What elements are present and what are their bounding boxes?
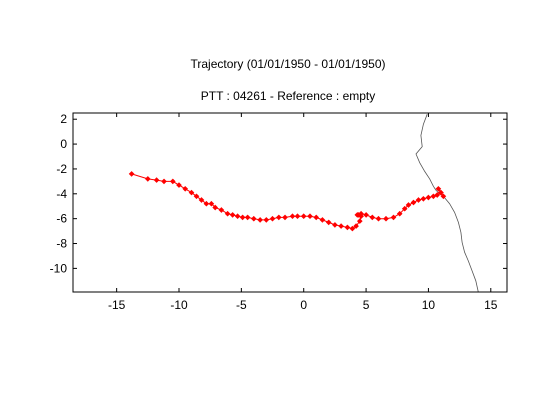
y-axis: 2 0 -2 -4 -6 -8 -10 bbox=[50, 112, 507, 275]
trajectory-point bbox=[161, 178, 167, 185]
trajectory-point bbox=[203, 200, 210, 207]
trajectory-point bbox=[218, 207, 225, 213]
trajectory-point bbox=[307, 213, 313, 220]
plot-area bbox=[73, 113, 507, 292]
trajectory-point bbox=[282, 214, 288, 221]
trajectory-point bbox=[275, 214, 282, 221]
y-tick-label: 0 bbox=[60, 137, 67, 151]
trajectory-point bbox=[353, 223, 359, 229]
x-tick-label: 5 bbox=[363, 298, 370, 312]
trajectory-point bbox=[263, 217, 270, 223]
x-tick-label: -10 bbox=[170, 298, 188, 312]
trajectory-point bbox=[212, 204, 219, 211]
x-tick-label: 10 bbox=[422, 298, 436, 312]
trajectory-point bbox=[294, 213, 301, 220]
y-tick-label: -8 bbox=[56, 237, 67, 251]
trajectory-point bbox=[415, 197, 422, 203]
chart-title: Trajectory (01/01/1950 - 01/01/1950) bbox=[190, 57, 385, 71]
trajectory-point bbox=[269, 215, 276, 222]
y-tick-label: -10 bbox=[50, 261, 68, 275]
trajectory-point bbox=[250, 215, 257, 222]
trajectory-point bbox=[440, 193, 447, 200]
trajectory-point bbox=[349, 225, 356, 232]
trajectory-point bbox=[325, 219, 332, 226]
trajectory-point bbox=[128, 171, 135, 177]
trajectory-point bbox=[390, 214, 397, 221]
trajectory-point bbox=[289, 213, 296, 220]
trajectory-point bbox=[176, 182, 182, 188]
trajectory-point bbox=[198, 197, 205, 203]
x-tick-label: 15 bbox=[484, 298, 498, 312]
trajectory-point bbox=[344, 224, 351, 231]
trajectory-point bbox=[153, 177, 160, 183]
trajectory-point bbox=[300, 213, 307, 220]
trajectory-point bbox=[244, 214, 251, 221]
trajectory-point bbox=[188, 189, 195, 196]
axes-frame bbox=[72, 112, 508, 293]
trajectory-point bbox=[229, 212, 236, 218]
trajectory-point bbox=[356, 218, 363, 224]
y-tick-label: -2 bbox=[56, 162, 67, 176]
trajectory-point bbox=[401, 205, 408, 212]
trajectory-point bbox=[369, 214, 376, 221]
trajectory-point bbox=[434, 192, 441, 198]
trajectory-point bbox=[410, 199, 417, 206]
trajectory-point bbox=[182, 185, 189, 192]
x-tick-label: -5 bbox=[236, 298, 247, 312]
x-tick-label: -15 bbox=[108, 298, 126, 312]
trajectory-point bbox=[208, 200, 215, 207]
y-tick-label: -6 bbox=[56, 212, 67, 226]
trajectory-point bbox=[383, 215, 389, 222]
trajectory-point bbox=[169, 178, 176, 185]
trajectory-point bbox=[420, 195, 427, 202]
trajectory-point bbox=[405, 202, 412, 208]
trajectory-point bbox=[319, 217, 326, 223]
x-axis: -15 -10 -5 0 5 10 15 bbox=[108, 113, 498, 312]
trajectory-point bbox=[224, 210, 231, 217]
trajectory-point bbox=[234, 213, 241, 220]
chart-subtitle: PTT : 04261 - Reference : empty bbox=[201, 89, 376, 103]
trajectory-point bbox=[438, 189, 444, 196]
trajectory-point bbox=[396, 210, 403, 217]
trajectory-point bbox=[313, 214, 320, 221]
plot-content bbox=[128, 114, 479, 293]
trajectory-point bbox=[193, 193, 200, 200]
trajectory-point bbox=[239, 214, 246, 221]
trajectory-point bbox=[375, 215, 382, 222]
y-tick-label: 2 bbox=[60, 112, 67, 126]
trajectory-point bbox=[338, 223, 344, 229]
x-tick-label: 0 bbox=[300, 298, 307, 312]
trajectory-point bbox=[435, 185, 442, 192]
trajectory-point bbox=[257, 217, 263, 223]
y-tick-label: -4 bbox=[56, 187, 67, 201]
trajectory-point bbox=[363, 212, 369, 218]
trajectory-point bbox=[425, 194, 432, 201]
trajectory-point bbox=[332, 222, 338, 228]
trajectory-point bbox=[144, 176, 151, 182]
trajectory-point bbox=[358, 210, 364, 217]
